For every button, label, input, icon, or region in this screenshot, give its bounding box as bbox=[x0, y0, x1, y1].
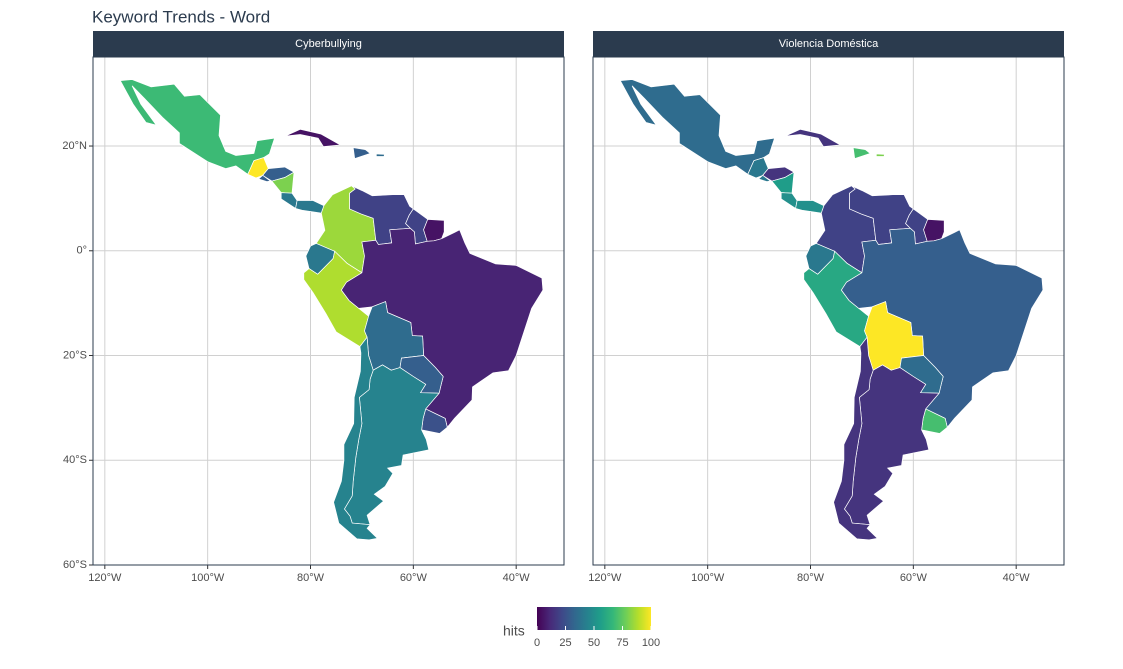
country bbox=[333, 336, 379, 541]
x-tick-label: 60°W bbox=[400, 572, 428, 584]
y-tick-label: 40°S bbox=[63, 454, 87, 466]
country bbox=[833, 336, 879, 541]
country bbox=[923, 219, 945, 242]
country bbox=[619, 79, 776, 175]
country bbox=[785, 128, 842, 147]
x-tick-label: 100°W bbox=[691, 572, 725, 584]
country bbox=[375, 153, 385, 157]
country bbox=[285, 128, 342, 147]
x-tick-label: 40°W bbox=[1003, 572, 1031, 584]
strip bbox=[593, 31, 1064, 57]
y-tick-label: 0° bbox=[76, 245, 87, 257]
x-tick-label: 80°W bbox=[797, 572, 825, 584]
country bbox=[771, 171, 795, 194]
map-panel: Violencia Doméstica 120°W 100°W 80°W 60°W 40°… bbox=[588, 31, 1065, 584]
country bbox=[271, 171, 295, 194]
y-tick-label: 20°N bbox=[62, 140, 87, 152]
legend-tick-label: 25 bbox=[559, 637, 571, 649]
legend-tick-label: 100 bbox=[642, 637, 660, 649]
legend-tick-label: 0 bbox=[534, 637, 540, 649]
country bbox=[852, 147, 871, 160]
y-tick-label: 20°S bbox=[63, 349, 87, 361]
x-tick-label: 120°W bbox=[588, 572, 622, 584]
country bbox=[257, 174, 272, 182]
x-tick-label: 100°W bbox=[191, 572, 225, 584]
legend-title: hits bbox=[503, 623, 525, 639]
strip-label: Violencia Doméstica bbox=[779, 38, 879, 50]
colorbar bbox=[537, 607, 651, 630]
legend-tick-label: 75 bbox=[616, 637, 628, 649]
country bbox=[119, 79, 276, 175]
chart-title: Keyword Trends - Word bbox=[92, 7, 270, 26]
y-tick-label: 60°S bbox=[63, 559, 87, 571]
x-tick-label: 80°W bbox=[297, 572, 325, 584]
x-tick-label: 40°W bbox=[503, 572, 531, 584]
country bbox=[875, 153, 885, 157]
legend-tick-label: 50 bbox=[588, 637, 600, 649]
strip bbox=[93, 31, 564, 57]
country bbox=[295, 200, 325, 214]
country bbox=[280, 192, 298, 209]
country bbox=[757, 174, 772, 182]
x-tick-label: 120°W bbox=[88, 572, 122, 584]
country bbox=[795, 200, 825, 214]
country bbox=[423, 219, 445, 242]
country bbox=[780, 192, 798, 209]
map-panel: Cyberbullying 120°W 100°W 80°W 60°W 40°W 60°S 4… bbox=[62, 31, 565, 584]
strip-label: Cyberbullying bbox=[295, 38, 362, 50]
country bbox=[352, 147, 371, 160]
x-tick-label: 60°W bbox=[900, 572, 928, 584]
panel-border bbox=[92, 56, 565, 566]
panel-border bbox=[592, 56, 1065, 566]
